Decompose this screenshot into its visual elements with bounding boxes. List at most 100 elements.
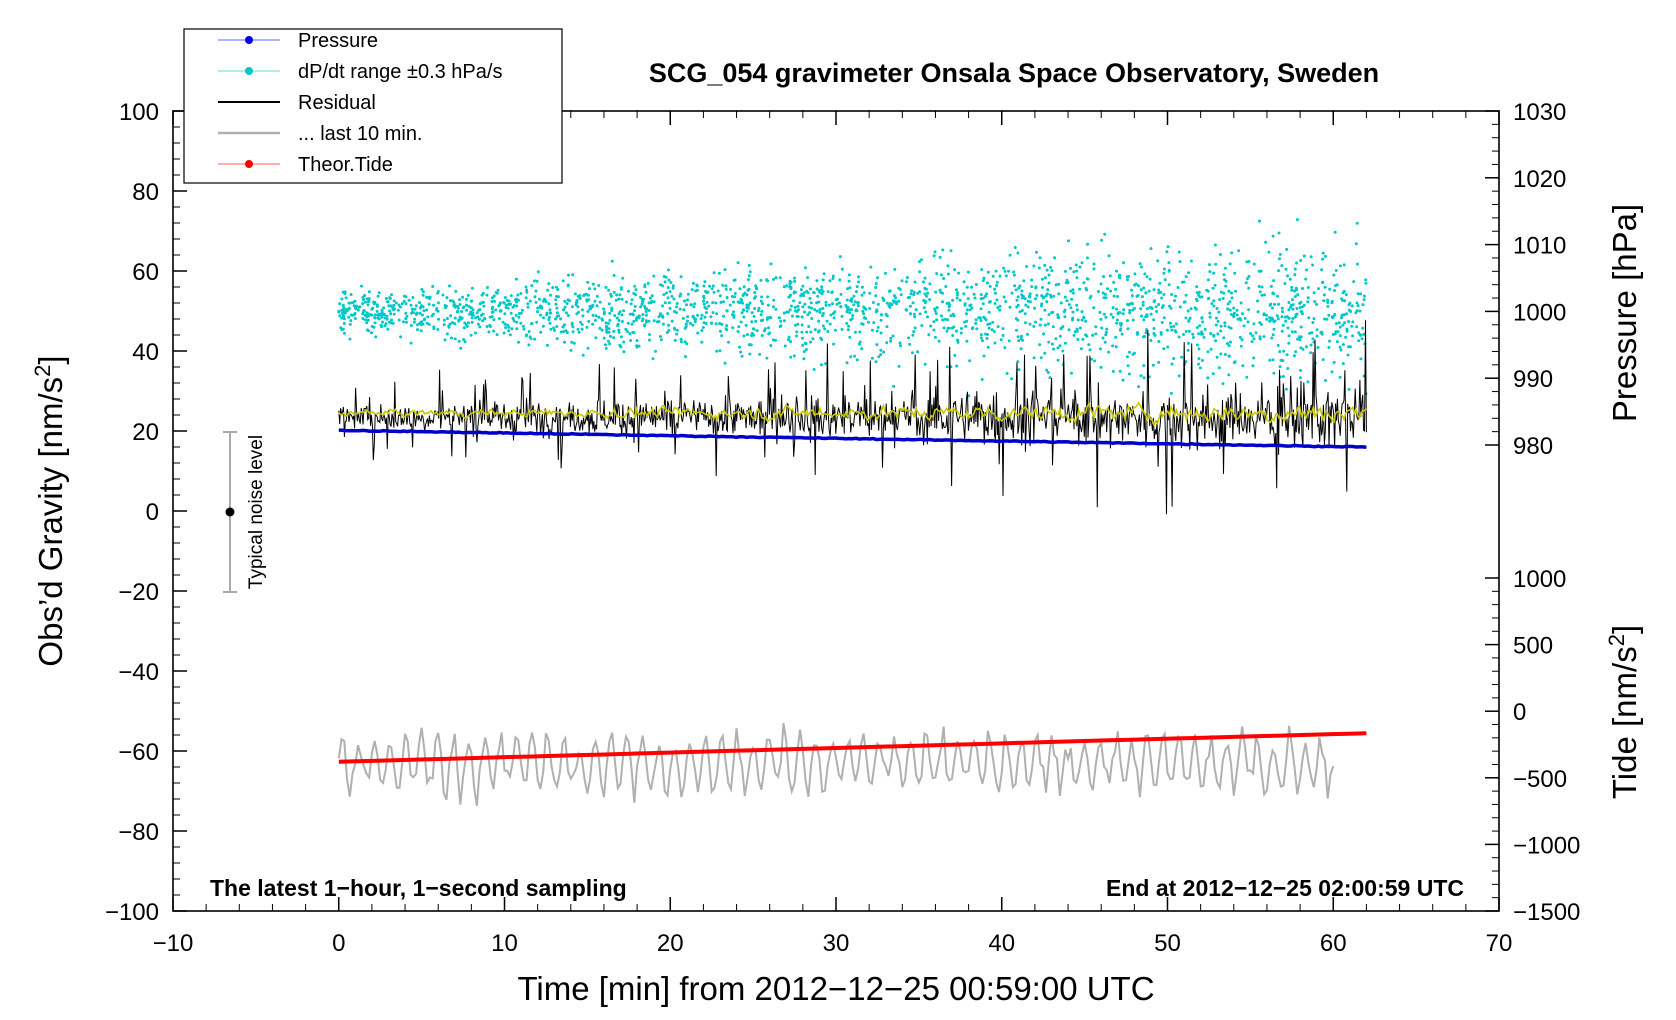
- dpdt-point: [800, 330, 804, 334]
- dpdt-point: [1075, 303, 1079, 307]
- dpdt-point: [1071, 318, 1074, 322]
- dpdt-point: [426, 295, 430, 299]
- dpdt-point: [586, 280, 590, 284]
- dpdt-point: [1232, 311, 1236, 315]
- dpdt-point: [488, 325, 492, 328]
- dpdt-point: [1172, 324, 1176, 328]
- dpdt-point: [793, 309, 797, 313]
- dpdt-point: [750, 320, 754, 324]
- dpdt-point: [492, 329, 496, 333]
- dpdt-point: [619, 335, 623, 339]
- dpdt-point: [718, 329, 722, 333]
- dpdt-point: [1223, 278, 1226, 282]
- dpdt-point: [1133, 351, 1136, 355]
- dpdt-point: [979, 333, 983, 337]
- dpdt-point: [1326, 304, 1330, 308]
- dpdt-point: [1149, 339, 1153, 342]
- dpdt-point: [869, 265, 873, 269]
- dpdt-point: [1033, 306, 1037, 310]
- dpdt-point: [1130, 301, 1134, 305]
- dpdt-point: [983, 294, 987, 298]
- dpdt-point: [796, 304, 800, 308]
- dpdt-point: [932, 254, 936, 258]
- dpdt-point: [678, 294, 682, 298]
- dpdt-point: [794, 290, 797, 294]
- dpdt-point: [1118, 369, 1122, 373]
- dpdt-point: [541, 324, 545, 328]
- dpdt-point: [941, 248, 945, 252]
- dpdt-point: [1074, 263, 1078, 267]
- dpdt-point: [874, 286, 878, 289]
- dpdt-point: [1162, 316, 1166, 320]
- dpdt-point: [1142, 318, 1146, 322]
- dpdt-point: [396, 308, 400, 312]
- dpdt-point: [812, 291, 816, 295]
- dpdt-point: [1112, 280, 1116, 284]
- dpdt-point: [1057, 282, 1061, 286]
- dpdt-point: [361, 302, 365, 306]
- residual-smoothed-series: [338, 401, 1367, 428]
- dpdt-point: [1152, 288, 1156, 292]
- dpdt-point: [1167, 268, 1171, 272]
- dpdt-point: [889, 336, 893, 340]
- dpdt-point: [452, 300, 456, 304]
- dpdt-point: [980, 339, 984, 343]
- dpdt-point: [1008, 253, 1012, 257]
- dpdt-point: [951, 334, 955, 337]
- dpdt-point: [1075, 269, 1079, 273]
- dpdt-point: [491, 296, 494, 300]
- dpdt-point: [1012, 273, 1016, 277]
- dpdt-point: [1056, 313, 1060, 317]
- dpdt-point: [879, 331, 883, 335]
- dpdt-point: [1245, 260, 1249, 264]
- dpdt-point: [539, 330, 543, 334]
- dpdt-point: [1070, 297, 1074, 301]
- dpdt-point: [652, 274, 656, 278]
- dpdt-point: [949, 249, 953, 253]
- dpdt-point: [1143, 272, 1147, 276]
- dpdt-point: [718, 322, 722, 326]
- dpdt-point: [496, 288, 500, 292]
- dpdt-point: [790, 314, 794, 318]
- dpdt-point: [554, 285, 558, 289]
- dpdt-point: [1212, 299, 1216, 303]
- dpdt-point: [667, 268, 670, 272]
- dpdt-point: [1280, 329, 1284, 333]
- dpdt-point: [686, 319, 689, 323]
- dpdt-point: [582, 293, 586, 297]
- dpdt-point: [763, 327, 767, 331]
- dpdt-point: [821, 290, 825, 294]
- dpdt-point: [1221, 297, 1225, 300]
- dpdt-point: [1061, 325, 1065, 329]
- dpdt-point: [494, 308, 498, 312]
- dpdt-point: [1356, 304, 1360, 308]
- pressure-series: [338, 428, 1367, 449]
- dpdt-point: [510, 327, 514, 331]
- pressure-tick-label: 980: [1513, 433, 1553, 460]
- dpdt-point: [1277, 231, 1281, 235]
- dpdt-point: [462, 305, 466, 309]
- dpdt-point: [1269, 284, 1273, 288]
- dpdt-point: [1054, 337, 1058, 341]
- dpdt-point: [470, 316, 474, 320]
- dpdt-point: [666, 296, 670, 300]
- dpdt-point: [516, 298, 520, 302]
- dpdt-point: [942, 277, 946, 280]
- dpdt-point: [344, 307, 348, 311]
- dpdt-point: [515, 320, 519, 324]
- dpdt-point: [1142, 364, 1146, 368]
- dpdt-point: [664, 275, 668, 279]
- dpdt-point: [509, 294, 513, 298]
- dpdt-point: [548, 311, 552, 315]
- dpdt-point: [481, 291, 485, 295]
- dpdt-point: [787, 335, 791, 339]
- dpdt-point: [1119, 322, 1123, 326]
- dpdt-point: [879, 318, 883, 322]
- dpdt-point: [548, 315, 551, 319]
- dpdt-point: [478, 325, 482, 329]
- dpdt-point: [1341, 291, 1345, 295]
- dpdt-point: [1165, 328, 1169, 332]
- dpdt-point: [1032, 356, 1036, 360]
- dpdt-point: [683, 326, 687, 330]
- dpdt-point: [824, 362, 828, 366]
